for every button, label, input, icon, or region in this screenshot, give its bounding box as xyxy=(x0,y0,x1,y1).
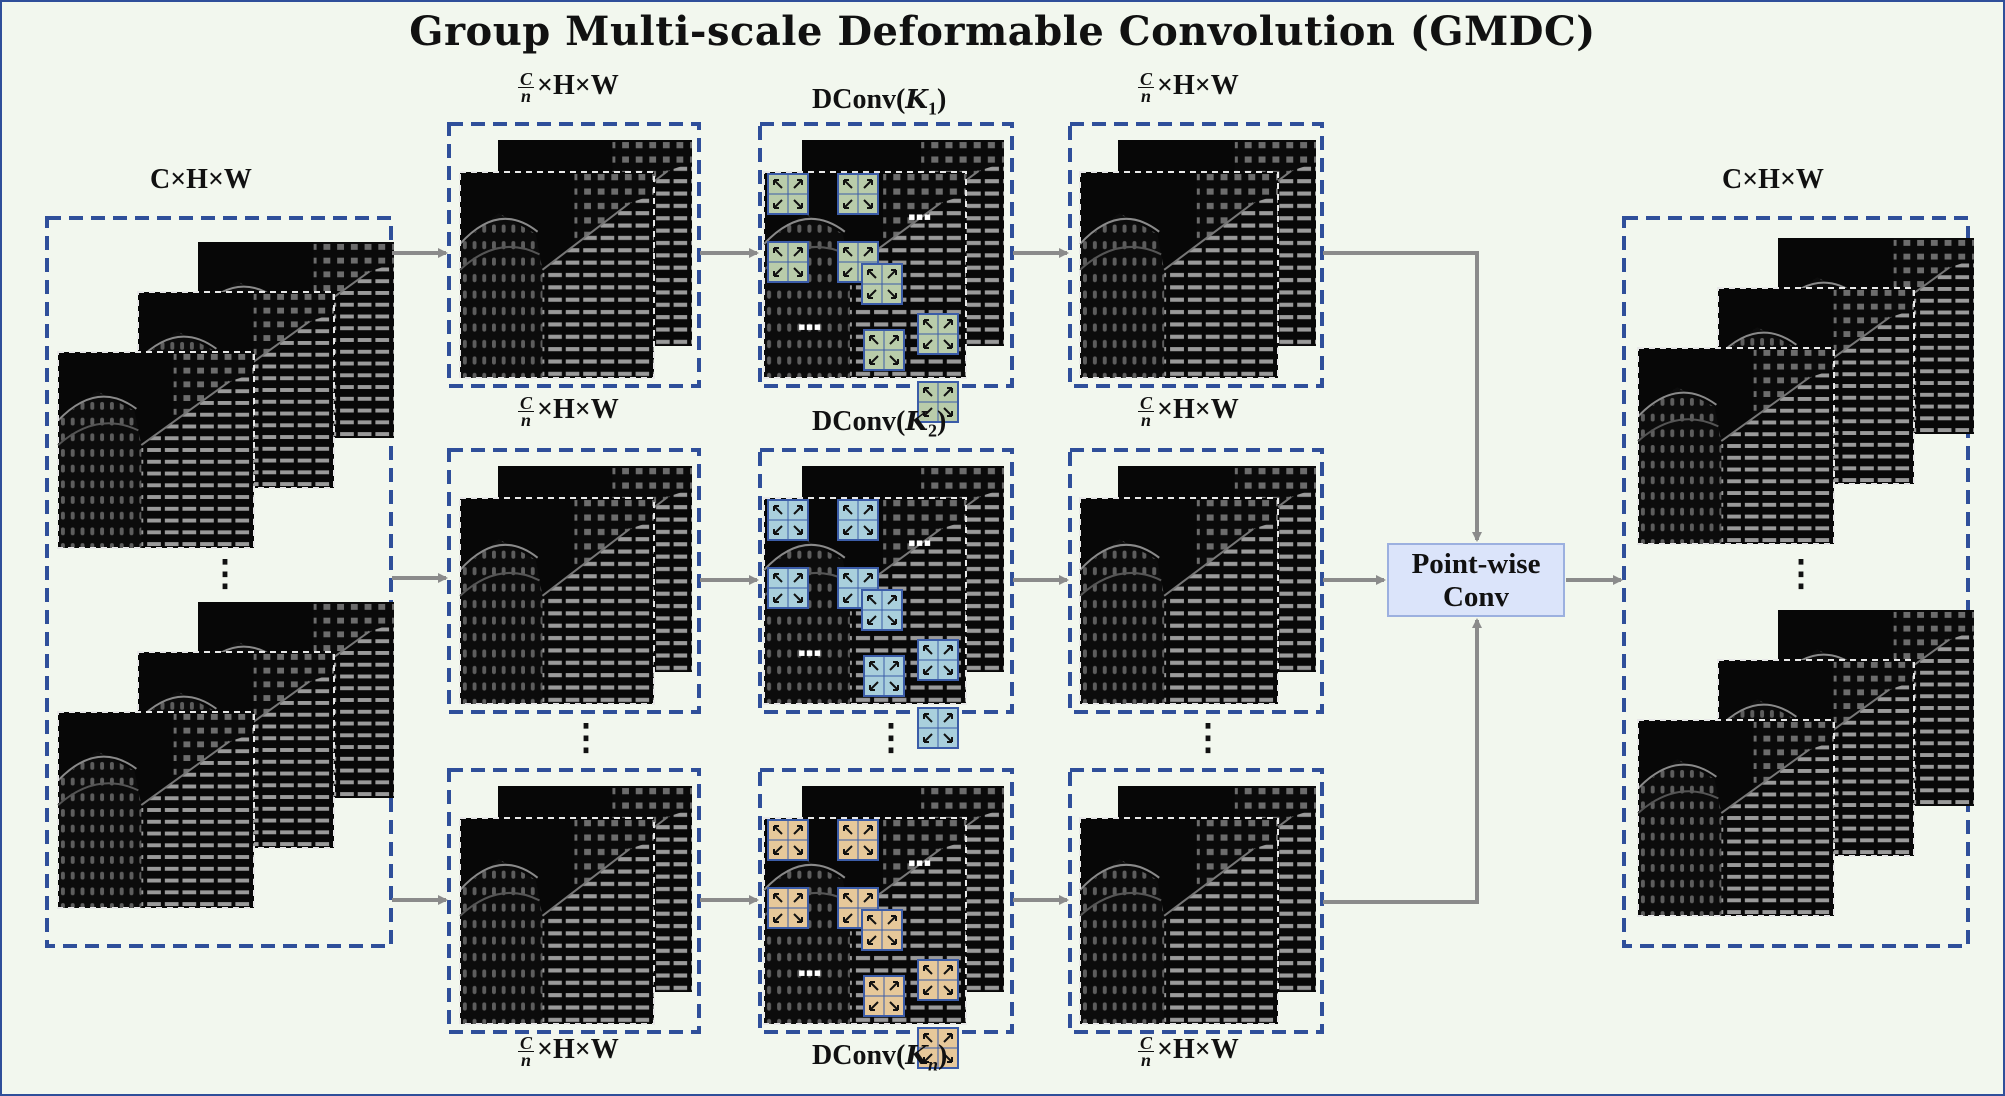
output-lower-stack-map-1-outline xyxy=(1637,719,1835,917)
dconv-kn-label: DConv(Kn) xyxy=(812,1040,948,1075)
arrow-output-1-to-pointwise xyxy=(1323,251,1482,542)
dconv-row-2-kernel-tile-7 xyxy=(863,655,905,697)
dconv-row-1-kernel-tile-7 xyxy=(863,329,905,371)
input-tensor-box xyxy=(45,216,393,948)
dconv-box-row-2 xyxy=(758,448,1014,714)
split-group-row-n-map-1-outline xyxy=(459,817,655,1025)
ellipsis-group-right: ⋮ xyxy=(1190,717,1226,757)
dconv-output-box-row-1 xyxy=(1068,122,1324,388)
output-dims-label: C×H×W xyxy=(1722,164,1824,195)
dconv-row-n-kernel-tile-2 xyxy=(837,819,879,861)
output-upper-stack-map-1-outline xyxy=(1637,347,1835,545)
dconv-row-2-kernel-tile-3 xyxy=(767,567,809,609)
dconv-k1-label: DConv(K1) xyxy=(812,84,947,119)
arrow-output-n-to-pointwise xyxy=(1323,618,1482,904)
input-upper-stack-map-1-outline xyxy=(57,351,255,549)
split-group-row-2-map-1-outline xyxy=(459,497,655,705)
dconv-row-n-kernel-tile-7 xyxy=(863,975,905,1017)
dconv-k2-label: DConv(K2) xyxy=(812,406,947,441)
dconv-row-2-kernel-tile-5 xyxy=(861,589,903,631)
input-upper-stack-map-1 xyxy=(57,351,255,549)
dconv-row-1-dots-1: ▪▪▪ xyxy=(908,204,931,229)
dconv-output-box-row-n xyxy=(1068,768,1324,1034)
dconv-row-n-kernel-tile-1 xyxy=(767,819,809,861)
output-tensor-box xyxy=(1622,216,1970,948)
dconv-output-row-1-map-1-outline xyxy=(1079,171,1279,379)
dconv-feature-row-n-map-1-outline xyxy=(763,817,967,1025)
split-group-box-row-n xyxy=(447,768,701,1034)
output-lower-stack-map-1 xyxy=(1637,719,1835,917)
input-lower-stack-map-1-outline xyxy=(57,711,255,909)
dconv-output-row-2-map-1-outline xyxy=(1079,497,1279,705)
dconv-output-row-n-map-1-outline xyxy=(1079,817,1279,1025)
split-group-row-n-map-1 xyxy=(458,816,656,1026)
dconv-feature-row-1-map-1-outline xyxy=(763,171,967,379)
dconv-box-row-1 xyxy=(758,122,1014,388)
pointwise-conv-line1: Point-wise xyxy=(1411,548,1541,580)
ellipsis-dconv: ⋮ xyxy=(873,717,909,757)
diagram-title: Group Multi-scale Deformable Convolution… xyxy=(409,8,1596,55)
dconv-output-row-n-map-1 xyxy=(1078,816,1280,1026)
dconv-row-2-dots-2: ▪▪▪ xyxy=(798,640,821,665)
ellipsis-group-left: ⋮ xyxy=(568,717,604,757)
dconv-feature-row-2-map-1-outline xyxy=(763,497,967,705)
dconv-row-2-kernel-tile-1 xyxy=(767,499,809,541)
split-group-row-1-map-1 xyxy=(458,170,656,380)
dconv-row-2-kernel-tile-6 xyxy=(917,639,959,681)
dconv-row-2-kernel-tile-2 xyxy=(837,499,879,541)
dconv-output-box-row-2 xyxy=(1068,448,1324,714)
dconv-row-n-kernel-tile-5 xyxy=(861,909,903,951)
dconv-row-1-dots-2: ▪▪▪ xyxy=(798,314,821,339)
input-dims-label: C×H×W xyxy=(150,164,252,195)
split-group-box-row-1 xyxy=(447,122,701,388)
dconv-output-row-2-map-1 xyxy=(1078,496,1280,706)
dconv-row-2-kernel-tile-8 xyxy=(917,707,959,749)
split-group-row-2-map-1 xyxy=(458,496,656,706)
dconv-row-1-kernel-tile-5 xyxy=(861,263,903,305)
split-group-row-1-map-1-outline xyxy=(459,171,655,379)
dconv-row-1-kernel-tile-3 xyxy=(767,241,809,283)
dconv-row-n-kernel-tile-6 xyxy=(917,959,959,1001)
dconv-box-row-n xyxy=(758,768,1014,1034)
dconv-output-row-1-map-1 xyxy=(1078,170,1280,380)
dconv-row-2-dots-1: ▪▪▪ xyxy=(908,530,931,555)
dconv-row-n-kernel-tile-3 xyxy=(767,887,809,929)
output-upper-stack-map-1 xyxy=(1637,347,1835,545)
dconv-row-1-kernel-tile-2 xyxy=(837,173,879,215)
pointwise-conv-box: Point-wise Conv xyxy=(1387,543,1565,617)
dconv-row-n-dots-1: ▪▪▪ xyxy=(908,850,931,875)
dconv-row-n-dots-2: ▪▪▪ xyxy=(798,960,821,985)
pointwise-conv-line2: Conv xyxy=(1442,581,1510,613)
ellipsis-output: ⋮ xyxy=(1783,553,1819,593)
dconv-row-1-kernel-tile-1 xyxy=(767,173,809,215)
split-group-box-row-2 xyxy=(447,448,701,714)
ellipsis-input: ⋮ xyxy=(207,553,243,593)
dconv-row-1-kernel-tile-6 xyxy=(917,313,959,355)
input-lower-stack-map-1 xyxy=(57,711,255,909)
